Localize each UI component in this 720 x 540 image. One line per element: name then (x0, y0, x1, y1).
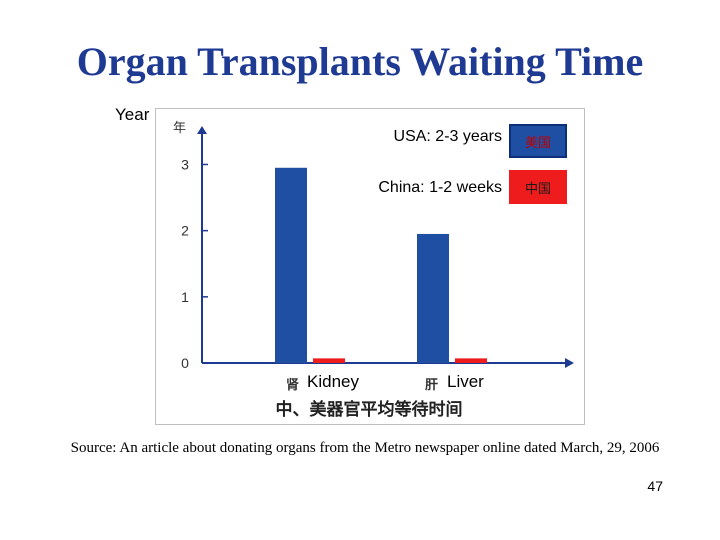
y-tick-label: 3 (181, 156, 189, 172)
bar-kidney-usa (275, 167, 307, 363)
source-citation: Source: An article about donating organs… (70, 440, 660, 456)
bar-liver-china (455, 358, 487, 363)
bar-liver-usa (417, 233, 449, 363)
legend-swatch-usa: 美国 (509, 124, 567, 158)
bar-kidney-china (313, 358, 345, 363)
y-tick-label: 2 (181, 223, 189, 239)
category-label-kidney: Kidney (307, 372, 359, 391)
y-axis-cn-label: 年 (173, 121, 186, 136)
category-label-liver: Liver (447, 372, 484, 391)
slide-title: Organ Transplants Waiting Time (76, 39, 644, 84)
bar-chart: 年 0 1 2 3 (173, 121, 574, 371)
chart-cn-title: 中、美器官平均等待时间 (275, 400, 463, 420)
y-tick-label: 1 (181, 289, 189, 305)
chart-frame (155, 108, 585, 425)
y-axis-arrow (197, 126, 207, 134)
legend-label-china: China: 1-2 weeks (378, 179, 502, 196)
y-axis-label: Year (115, 105, 150, 124)
page-number: 47 (647, 478, 663, 494)
category-cn-liver: 肝 (425, 378, 439, 393)
y-tick-label: 0 (181, 355, 189, 371)
category-cn-kidney: 肾 (286, 378, 300, 393)
legend-label-usa: USA: 2-3 years (393, 128, 502, 145)
x-axis-arrow (565, 358, 574, 368)
legend-swatch-china: 中国 (509, 170, 567, 204)
